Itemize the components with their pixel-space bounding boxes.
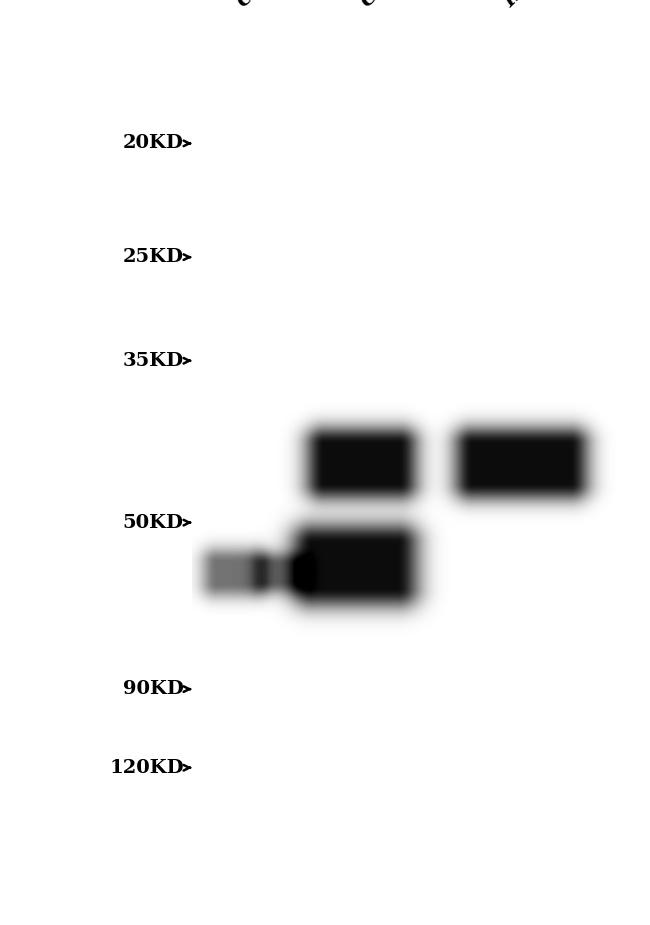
Text: 90KD: 90KD xyxy=(123,680,184,698)
Text: Input: Input xyxy=(500,0,556,11)
Text: 35KD: 35KD xyxy=(123,352,184,370)
Text: 50KD: 50KD xyxy=(123,513,184,532)
Text: 120KD: 120KD xyxy=(109,758,184,777)
Text: 25KD: 25KD xyxy=(123,248,184,266)
Text: GALT: GALT xyxy=(358,0,412,11)
Text: Control IgG: Control IgG xyxy=(234,0,338,11)
Text: 20KD: 20KD xyxy=(123,134,184,153)
Bar xyxy=(192,23,640,782)
